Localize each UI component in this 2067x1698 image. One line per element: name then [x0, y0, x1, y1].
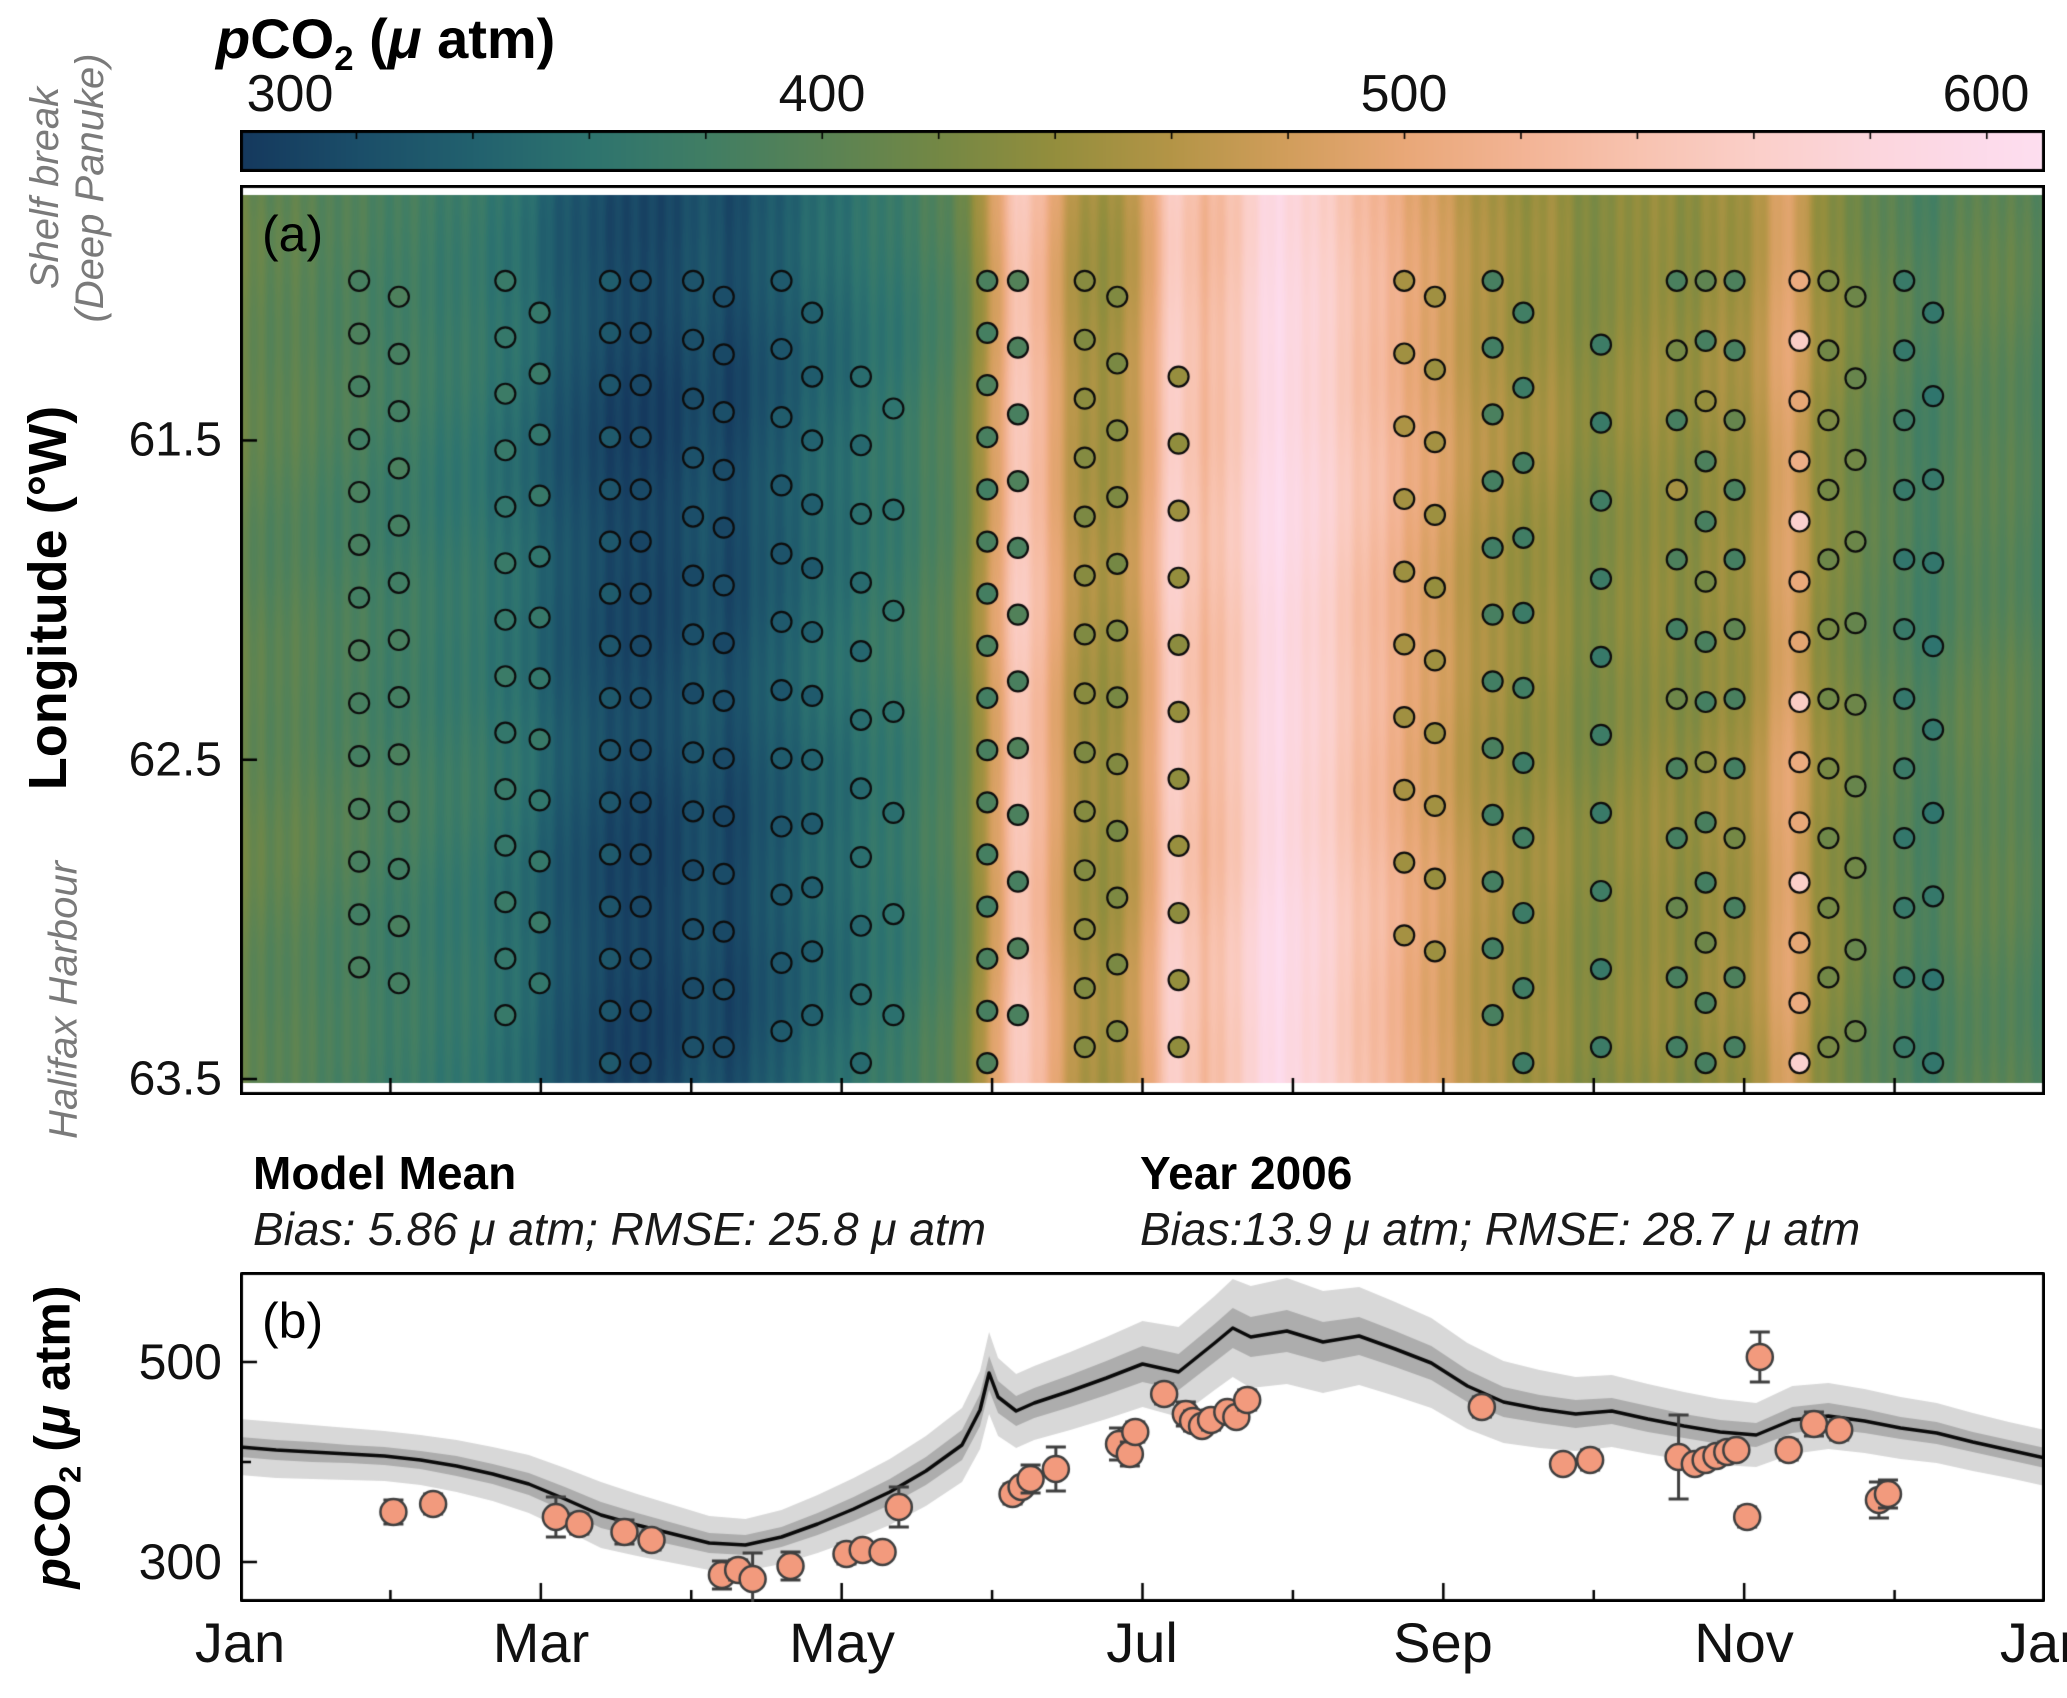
panel-b-tag: (b) [262, 1293, 324, 1349]
ytick-a-62-5: 62.5 [128, 733, 222, 787]
xtick-jan-2: Jan [1999, 1611, 2067, 1674]
longitude-axis-label: Longitude (°W) [18, 405, 78, 791]
xtick-sep: Sep [1393, 1611, 1493, 1674]
title-co: CO [250, 7, 335, 70]
panel-a-canvas [240, 185, 2045, 1095]
title-p: p [216, 7, 251, 70]
pco2-axis-label: pCO2 (μ atm) [24, 1286, 89, 1589]
xtick-nov: Nov [1694, 1611, 1794, 1674]
colorbar-tick-600: 600 [1942, 65, 2030, 123]
panel-b-canvas [240, 1272, 2045, 1602]
b-ylabel-open: ( [24, 1435, 81, 1466]
b-ylabel-p: p [24, 1557, 81, 1589]
model-mean-stats: Bias: 5.86 μ atm; RMSE: 25.8 μ atm [253, 1203, 987, 1255]
colorbar-title: pCO2 (μ atm) [216, 6, 555, 79]
ytick-a-63-5: 63.5 [128, 1052, 222, 1106]
halifax-harbour-label: Halifax Harbour [41, 861, 86, 1139]
title-mu: μ [387, 7, 422, 70]
title-close: atm) [421, 7, 556, 70]
year-2006-title: Year 2006 [1140, 1147, 1353, 1199]
xtick-may: May [789, 1611, 895, 1674]
colorbar-canvas [240, 130, 2045, 172]
model-mean-title: Model Mean [253, 1147, 517, 1199]
colorbar-tick-300: 300 [246, 65, 334, 123]
xtick-mar: Mar [492, 1611, 590, 1674]
shelf-break-label: Shelf break (Deep Panuke) [23, 53, 112, 323]
b-ylabel-close: atm) [24, 1285, 81, 1405]
b-ylabel-sub: 2 [52, 1465, 88, 1483]
ytick-a-61-5: 61.5 [128, 413, 222, 467]
xtick-jan-1: Jan [194, 1611, 286, 1674]
title-open: ( [353, 7, 388, 70]
colorbar-tick-500: 500 [1360, 65, 1448, 123]
colorbar-tick-400: 400 [778, 65, 866, 123]
ytick-b-500: 500 [138, 1334, 222, 1390]
ytick-b-300: 300 [138, 1534, 222, 1590]
panel-a-tag: (a) [262, 206, 324, 262]
title-sub: 2 [334, 40, 354, 79]
year-2006-stats: Bias:13.9 μ atm; RMSE: 28.7 μ atm [1140, 1203, 1861, 1255]
xtick-jul: Jul [1106, 1611, 1178, 1674]
b-ylabel-co: CO [24, 1482, 81, 1558]
b-ylabel-mu: μ [24, 1404, 81, 1436]
